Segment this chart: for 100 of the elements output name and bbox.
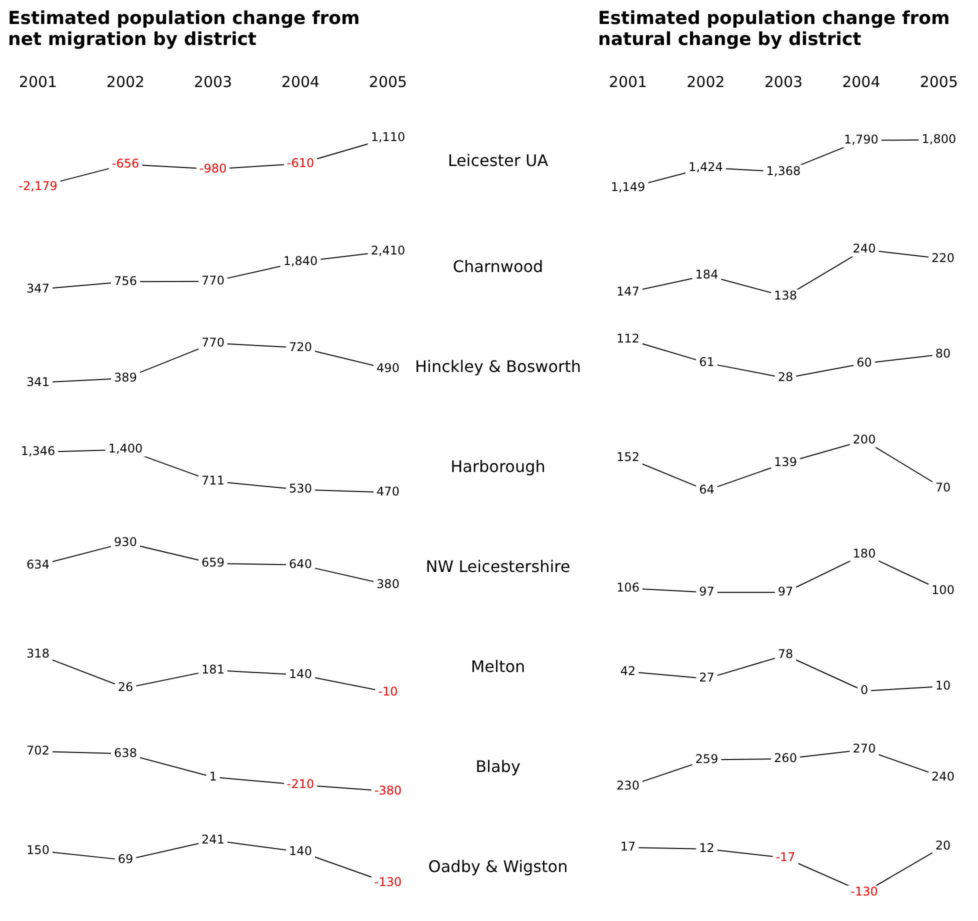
data-label: 10	[935, 678, 951, 693]
data-label: 147	[616, 284, 640, 299]
data-label: 78	[778, 647, 794, 662]
data-label: 106	[616, 580, 640, 594]
x-tick-label: 2004	[842, 72, 880, 91]
data-label: 1,790	[844, 132, 878, 147]
text: Oadby & Wigston	[428, 857, 568, 876]
data-label: 17	[620, 840, 636, 854]
data-label: 140	[289, 667, 312, 682]
x-tick-label: 2001	[608, 72, 648, 91]
data-label: 318	[26, 646, 50, 661]
data-label: 720	[289, 340, 312, 354]
data-label: 756	[114, 274, 137, 288]
data-label: -130	[374, 875, 402, 890]
data-label: 61	[699, 355, 714, 370]
chart-title: Estimated population change from natural change by district	[598, 8, 951, 52]
data-label: 1,149	[610, 180, 646, 194]
data-label: 42	[620, 664, 636, 678]
data-label: 380	[376, 576, 400, 591]
data-label: 530	[289, 482, 312, 496]
data-label: 180	[852, 546, 876, 560]
data-label: 0	[860, 683, 868, 698]
data-label: 638	[114, 746, 137, 760]
data-label: 1,368	[766, 164, 801, 178]
text: Charnwood	[452, 257, 544, 276]
data-label: 702	[26, 743, 50, 758]
x-tick-label: 2003	[194, 72, 232, 91]
text: NW Leicestershire	[426, 557, 570, 576]
data-label: 1,800	[922, 132, 956, 146]
data-label: 241	[202, 832, 224, 846]
data-label: 100	[932, 583, 954, 598]
data-label: 60	[856, 356, 872, 370]
data-label: -210	[286, 777, 314, 792]
data-label: 220	[932, 250, 954, 265]
data-label: 1,840	[283, 254, 318, 268]
data-label: 112	[616, 332, 640, 346]
chart-title: Estimated population change from net migration by district	[8, 8, 361, 52]
text: Blaby	[476, 757, 520, 776]
data-label: -380	[374, 783, 402, 798]
data-label: 140	[289, 844, 312, 858]
text: Leicester UA	[448, 151, 548, 170]
data-label: 184	[695, 267, 718, 282]
data-label: 27	[699, 670, 714, 685]
text: Melton	[470, 657, 526, 676]
data-label: 770	[202, 274, 224, 288]
data-label: 150	[26, 842, 50, 857]
data-label: 20	[935, 838, 951, 853]
x-tick-label: 2002	[686, 72, 725, 91]
data-label: 80	[935, 346, 951, 360]
data-label: -980	[199, 161, 227, 176]
data-label: 259	[695, 752, 718, 766]
data-label: 152	[616, 450, 640, 464]
data-label: -656	[112, 156, 140, 170]
data-label: 341	[26, 374, 50, 389]
data-label: 1	[209, 769, 217, 784]
data-label: 490	[376, 361, 400, 376]
data-label: 230	[616, 778, 640, 793]
data-label: 2,410	[370, 243, 406, 258]
data-label: 97	[778, 584, 794, 599]
text: Harborough	[450, 457, 546, 476]
data-label: 240	[932, 769, 954, 784]
data-label: 930	[114, 534, 137, 549]
data-label: 347	[26, 281, 50, 296]
x-tick-label: 2005	[368, 72, 408, 91]
data-label: 26	[118, 680, 134, 694]
data-label: -17	[776, 850, 796, 864]
data-label: 470	[376, 484, 400, 499]
x-tick-label: 2003	[764, 72, 803, 91]
x-tick-label: 2001	[18, 72, 58, 91]
data-label: 28	[778, 370, 794, 384]
data-label: 1,346	[20, 444, 56, 458]
data-label: -130	[850, 884, 878, 899]
data-label: 389	[114, 370, 137, 384]
data-label: 70	[935, 480, 951, 494]
data-label: -2,179	[18, 179, 58, 194]
data-label: 200	[852, 432, 876, 447]
data-label: 270	[852, 742, 876, 756]
data-label: 634	[26, 558, 50, 572]
data-label: 659	[202, 556, 224, 570]
data-label: 69	[118, 852, 134, 866]
data-label: 640	[289, 557, 312, 572]
data-label: 1,424	[688, 160, 723, 174]
data-label: 1,110	[370, 130, 406, 144]
data-label: -610	[286, 156, 314, 170]
data-label: 64	[699, 482, 714, 497]
data-label: 12	[699, 841, 714, 856]
data-label: 139	[774, 454, 797, 469]
data-label: -10	[378, 684, 398, 698]
data-label: 240	[852, 242, 876, 256]
x-tick-label: 2002	[106, 72, 145, 91]
data-label: 181	[202, 662, 224, 676]
data-label: 97	[699, 584, 714, 599]
series-label: Hinckley & Bosworth	[414, 357, 582, 376]
data-label: 138	[774, 288, 797, 303]
data-label: 711	[202, 473, 224, 488]
data-label: 1,400	[108, 442, 143, 456]
data-label: 770	[202, 335, 224, 350]
x-tick-label: 2004	[281, 72, 320, 91]
data-label: 260	[774, 750, 797, 765]
x-tick-label: 2005	[920, 72, 958, 91]
